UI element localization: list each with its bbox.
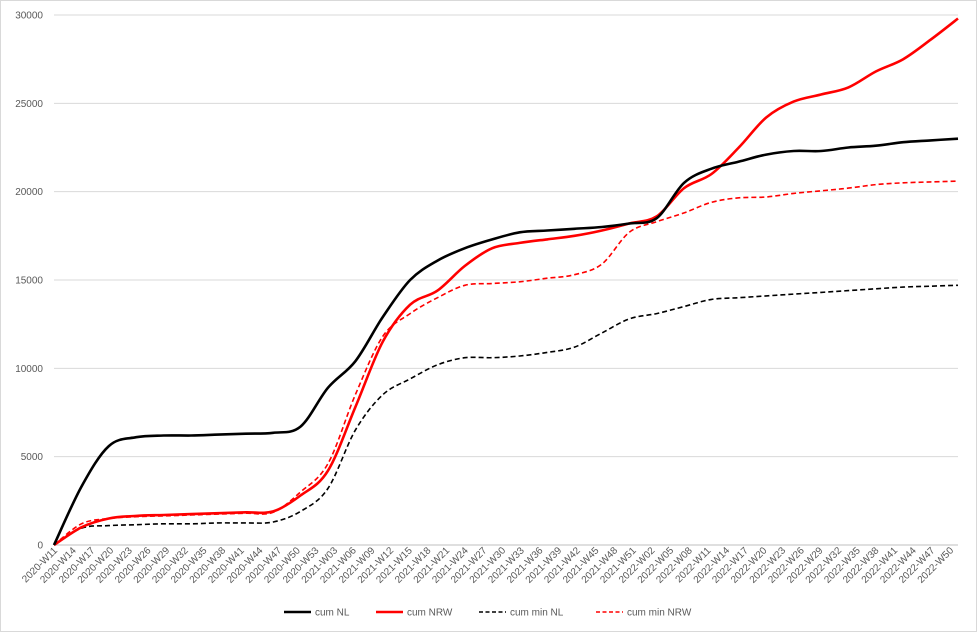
series-line-cum-min-nl (53, 284, 959, 546)
legend-label: cum min NL (510, 608, 564, 619)
legend-label: cum min NRW (627, 608, 692, 619)
series-line-cum-nrw (53, 17, 959, 547)
y-tick-label: 10000 (15, 364, 43, 375)
series-line-cum-nl (52, 137, 959, 546)
grid (54, 14, 958, 546)
series-lines (52, 17, 959, 547)
y-tick-label: 0 (37, 541, 43, 552)
legend-label: cum NL (315, 608, 350, 619)
y-tick-label: 20000 (15, 187, 43, 198)
legend-label: cum NRW (407, 608, 453, 619)
legend: cum NL cum NRW cum min NL cum min NRW (284, 608, 692, 619)
y-axis-labels: 0 5000 10000 15000 20000 25000 30000 (15, 11, 43, 552)
y-tick-label: 25000 (15, 99, 43, 110)
y-tick-label: 5000 (21, 452, 44, 463)
x-axis: 2020-W112020-W142020-W172020-W202020-W23… (20, 544, 958, 586)
y-tick-label: 15000 (15, 276, 43, 287)
y-tick-label: 30000 (15, 11, 43, 22)
